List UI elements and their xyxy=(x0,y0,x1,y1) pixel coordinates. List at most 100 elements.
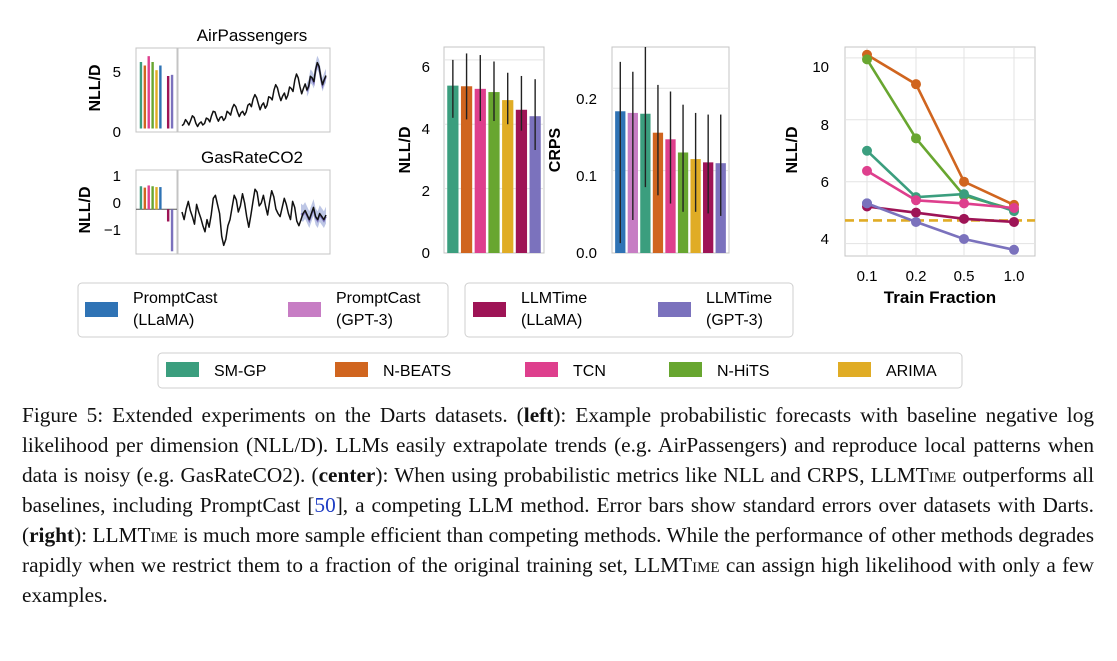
left-panel-title-airpassengers: AirPassengers xyxy=(197,26,308,45)
caption-citation-link[interactable]: 50 xyxy=(314,493,336,517)
observed-series-line xyxy=(181,188,327,247)
left-ytick-airpassengers-0: 0 xyxy=(113,124,121,141)
left-panel-title-gasrateco2: GasRateCO2 xyxy=(201,148,303,167)
point-llmtime-gpt-3-3 xyxy=(1009,244,1019,255)
legend-label-llmtime-llama-line2: (LLaMA) xyxy=(521,312,582,329)
forecast-band xyxy=(301,199,326,228)
legend-label-promptcast-llama-line1: PromptCast xyxy=(133,290,218,307)
right-xtick-0.1: 0.1 xyxy=(857,268,878,285)
caption-llmtime-3: LLMTime xyxy=(634,553,720,577)
point-tcn-1 xyxy=(911,195,921,206)
point-sm-gp-2 xyxy=(959,189,969,200)
right-xtick-1.0: 1.0 xyxy=(1004,268,1025,285)
bar-n-beats xyxy=(143,65,147,129)
bar-llmtime-gpt-3 xyxy=(170,74,174,129)
left-ytick-gasrateco2-0: 0 xyxy=(113,195,121,212)
legend: PromptCast (LLaMA) PromptCast (GPT-3) LLMTim… xyxy=(77,282,963,389)
bar-arima xyxy=(155,70,158,129)
center-nll-ytick-4: 4 xyxy=(422,121,430,138)
caption-text: Figure 5: Extended experiments on the Da… xyxy=(22,400,1094,610)
right-ytick-6: 6 xyxy=(821,174,829,191)
left-ylabel-airpassengers: NLL/D xyxy=(87,64,104,111)
left-ytick-airpassengers-5: 5 xyxy=(113,64,121,81)
point-llmtime-llama-1 xyxy=(911,207,921,218)
caption-right-word: right xyxy=(29,523,75,547)
point-n-beats-2 xyxy=(959,176,969,187)
left-ylabel-gasrateco2: NLL/D xyxy=(77,186,94,233)
caption-figure-label: Figure 5: xyxy=(22,403,104,427)
left-series-gasrateco2 xyxy=(181,188,327,247)
point-llmtime-gpt-3-1 xyxy=(911,216,921,227)
bar-llmtime-llama xyxy=(515,109,528,253)
right-ytick-10: 10 xyxy=(812,59,829,76)
center-nll-ytick-6: 6 xyxy=(422,59,430,76)
legend-label-n-hits: N-HiTS xyxy=(717,363,769,380)
right-ytick-4: 4 xyxy=(821,231,829,248)
legend-label-arima: ARIMA xyxy=(886,363,937,380)
bar-llmtime-llama xyxy=(166,76,170,129)
legend-label-llmtime-gpt-3-line1: LLMTime xyxy=(706,290,772,307)
legend-label-n-beats: N-BEATS xyxy=(383,363,451,380)
bar-arima xyxy=(155,187,158,210)
legend-label-llmtime-llama-line1: LLMTime xyxy=(521,290,587,307)
center-crps-ytick-0.2: 0.2 xyxy=(576,91,597,108)
left-bar-frame-gasrateco2 xyxy=(135,169,178,255)
center-nll-bars xyxy=(444,53,544,253)
bar-sm-gp xyxy=(447,85,459,253)
left-series-airpassengers xyxy=(181,55,327,128)
legend-box-llmtime xyxy=(464,282,794,338)
left-bars-airpassengers xyxy=(139,56,174,129)
observed-series-line xyxy=(181,61,327,128)
caption-llmtime-2: LLMTime xyxy=(92,523,178,547)
center-crps-ylabel: CRPS xyxy=(547,127,564,172)
center-nll-ytick-0: 0 xyxy=(422,245,430,262)
caption-right-text-a: ): xyxy=(74,523,93,547)
legend-label-promptcast-gpt-3-line1: PromptCast xyxy=(336,290,421,307)
legend-swatch-n-hits xyxy=(669,362,702,377)
caption-right-text-c: can assign high likelihood with only a f… xyxy=(22,553,1094,607)
legend-label-tcn: TCN xyxy=(573,363,606,380)
point-llmtime-gpt-3-0 xyxy=(862,198,872,209)
center-crps-ytick-0.0: 0.0 xyxy=(576,245,597,262)
legend-swatch-n-beats xyxy=(335,362,368,377)
left-bar-frame-airpassengers xyxy=(135,47,178,133)
caption-center-text-b: outperforms all baselines, including Pro… xyxy=(22,463,1095,517)
caption-center-word: center xyxy=(318,463,376,487)
line-n-beats xyxy=(866,53,1015,207)
line-sm-gp xyxy=(866,149,1015,213)
right-xlabel: Train Fraction xyxy=(884,288,996,307)
right-xtick-0.5: 0.5 xyxy=(954,268,975,285)
legend-label-promptcast-gpt-3-line2: (GPT-3) xyxy=(336,312,393,329)
point-n-hits-0 xyxy=(862,54,872,65)
caption-center-text-c: ], a competing LLM method. Error bars sh… xyxy=(22,493,1095,547)
bar-promptcast-llama xyxy=(159,65,162,129)
bar-n-beats xyxy=(460,86,473,253)
point-llmtime-llama-3 xyxy=(1009,216,1019,227)
left-ytick-gasrateco2-1: 1 xyxy=(113,168,121,185)
right-xtick-0.2: 0.2 xyxy=(906,268,927,285)
left-bars-gasrateco2 xyxy=(136,185,177,252)
point-sm-gp-0 xyxy=(862,145,872,156)
line-tcn xyxy=(866,169,1015,210)
bar-tcn xyxy=(147,185,150,210)
point-tcn-0 xyxy=(862,165,872,176)
bar-n-hits xyxy=(488,92,500,253)
figure: AirPassengers NLL/D 5 0 GasRateCO2 NLL/D… xyxy=(77,26,1036,389)
point-n-hits-1 xyxy=(911,133,921,144)
legend-box-baselines xyxy=(157,352,963,389)
legend-label-llmtime-gpt-3-line2: (GPT-3) xyxy=(706,312,763,329)
center-crps-ytick-0.1: 0.1 xyxy=(576,168,597,185)
bar-sm-gp xyxy=(139,62,143,129)
line-llmtime-gpt-3 xyxy=(866,202,1015,252)
caption-left-text: ): Example probabilistic forecasts with … xyxy=(22,403,1095,487)
bar-promptcast-llama xyxy=(159,187,162,210)
center-nll-ylabel: NLL/D xyxy=(397,126,414,173)
center-crps-bars xyxy=(612,47,729,253)
point-llmtime-llama-2 xyxy=(959,213,969,224)
right-lines xyxy=(845,47,1035,256)
point-tcn-3 xyxy=(1009,203,1019,214)
bar-llmtime-llama xyxy=(166,209,170,222)
caption-center-text-a: ): When using probabilistic metrics like… xyxy=(375,463,871,487)
right-ytick-8: 8 xyxy=(821,117,829,134)
center-nll-ytick-2: 2 xyxy=(422,183,430,200)
